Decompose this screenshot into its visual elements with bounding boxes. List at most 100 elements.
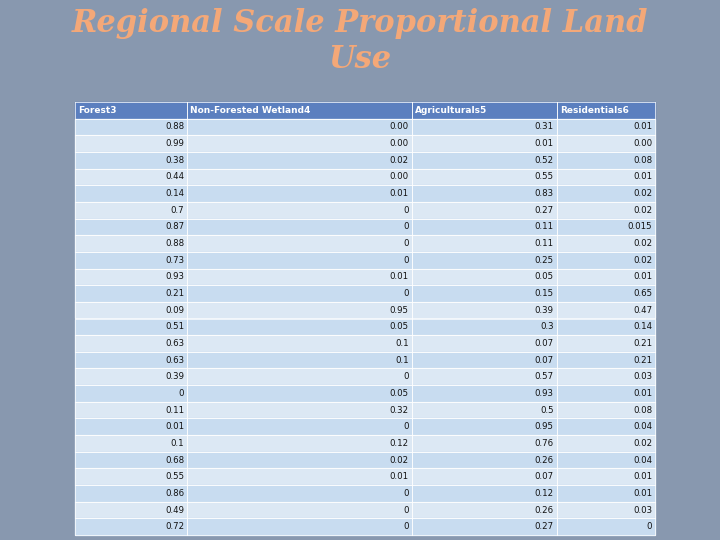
Text: 0.5: 0.5 bbox=[540, 406, 554, 415]
Bar bbox=[557, 368, 655, 385]
Text: 0.01: 0.01 bbox=[633, 123, 652, 131]
Text: 0.04: 0.04 bbox=[633, 456, 652, 464]
Bar bbox=[187, 285, 412, 302]
Bar bbox=[412, 468, 557, 485]
Text: 0.52: 0.52 bbox=[535, 156, 554, 165]
Text: Forest3: Forest3 bbox=[78, 106, 117, 115]
Text: 0.01: 0.01 bbox=[165, 422, 184, 431]
Bar bbox=[75, 452, 187, 468]
Text: 0.55: 0.55 bbox=[165, 472, 184, 481]
Text: 0.83: 0.83 bbox=[535, 189, 554, 198]
Bar bbox=[412, 268, 557, 285]
Text: 0: 0 bbox=[403, 206, 409, 215]
Bar bbox=[412, 418, 557, 435]
Text: 0.14: 0.14 bbox=[633, 322, 652, 332]
Text: Non-Forested Wetland4: Non-Forested Wetland4 bbox=[190, 106, 310, 115]
Bar bbox=[557, 335, 655, 352]
Bar bbox=[412, 235, 557, 252]
Text: 0.05: 0.05 bbox=[535, 272, 554, 281]
Bar bbox=[187, 185, 412, 202]
Text: 0.27: 0.27 bbox=[535, 522, 554, 531]
Text: 0.55: 0.55 bbox=[535, 172, 554, 181]
Bar bbox=[75, 352, 187, 368]
Text: 0.00: 0.00 bbox=[633, 139, 652, 148]
Bar bbox=[412, 319, 557, 335]
Text: 0.01: 0.01 bbox=[633, 272, 652, 281]
Text: 0.02: 0.02 bbox=[633, 239, 652, 248]
Text: 0.7: 0.7 bbox=[171, 206, 184, 215]
Text: 0.08: 0.08 bbox=[633, 406, 652, 415]
Bar bbox=[75, 252, 187, 268]
Bar bbox=[187, 168, 412, 185]
Bar bbox=[187, 435, 412, 452]
Bar bbox=[557, 119, 655, 136]
Text: 0.08: 0.08 bbox=[633, 156, 652, 165]
Bar bbox=[412, 402, 557, 418]
Text: 0.99: 0.99 bbox=[166, 139, 184, 148]
Bar bbox=[187, 518, 412, 535]
Bar bbox=[557, 385, 655, 402]
Text: 0.21: 0.21 bbox=[633, 356, 652, 364]
Bar bbox=[187, 418, 412, 435]
Bar bbox=[412, 252, 557, 268]
Text: 0.01: 0.01 bbox=[535, 139, 554, 148]
Bar bbox=[75, 468, 187, 485]
Bar bbox=[412, 518, 557, 535]
Bar bbox=[412, 102, 557, 119]
Text: 0.11: 0.11 bbox=[535, 239, 554, 248]
Bar bbox=[557, 518, 655, 535]
Text: 0.87: 0.87 bbox=[165, 222, 184, 232]
Text: 0.3: 0.3 bbox=[540, 322, 554, 332]
Bar bbox=[557, 418, 655, 435]
Text: 0.32: 0.32 bbox=[390, 406, 409, 415]
Text: 0.63: 0.63 bbox=[165, 356, 184, 364]
Text: 0.07: 0.07 bbox=[535, 356, 554, 364]
Bar bbox=[75, 102, 187, 119]
Text: 0.01: 0.01 bbox=[633, 489, 652, 498]
Bar bbox=[187, 268, 412, 285]
Text: 0.47: 0.47 bbox=[633, 306, 652, 315]
Bar bbox=[75, 435, 187, 452]
Text: 0.49: 0.49 bbox=[166, 505, 184, 515]
Text: 0.02: 0.02 bbox=[390, 156, 409, 165]
Text: 0.73: 0.73 bbox=[165, 256, 184, 265]
Bar bbox=[412, 435, 557, 452]
Text: 0.07: 0.07 bbox=[535, 339, 554, 348]
Text: 0: 0 bbox=[403, 489, 409, 498]
Bar bbox=[187, 136, 412, 152]
Bar bbox=[557, 219, 655, 235]
Text: 0: 0 bbox=[403, 256, 409, 265]
Text: Regional Scale Proportional Land
Use: Regional Scale Proportional Land Use bbox=[72, 8, 648, 75]
Text: 0.93: 0.93 bbox=[535, 389, 554, 398]
Text: 0: 0 bbox=[403, 372, 409, 381]
Bar bbox=[75, 152, 187, 168]
Text: 0.26: 0.26 bbox=[535, 505, 554, 515]
Bar bbox=[75, 119, 187, 136]
Bar bbox=[557, 302, 655, 319]
Bar bbox=[187, 219, 412, 235]
Text: 0.68: 0.68 bbox=[165, 456, 184, 464]
Bar bbox=[412, 452, 557, 468]
Text: 0.39: 0.39 bbox=[535, 306, 554, 315]
Text: 0.95: 0.95 bbox=[535, 422, 554, 431]
Bar bbox=[187, 252, 412, 268]
Bar bbox=[75, 219, 187, 235]
Text: 0.02: 0.02 bbox=[633, 206, 652, 215]
Bar bbox=[557, 168, 655, 185]
Bar bbox=[557, 152, 655, 168]
Bar bbox=[412, 285, 557, 302]
Text: 0: 0 bbox=[179, 389, 184, 398]
Text: 0.76: 0.76 bbox=[535, 439, 554, 448]
Text: 0.15: 0.15 bbox=[535, 289, 554, 298]
Bar bbox=[557, 435, 655, 452]
Text: 0.88: 0.88 bbox=[165, 239, 184, 248]
Bar bbox=[75, 185, 187, 202]
Bar bbox=[75, 302, 187, 319]
Text: 0.93: 0.93 bbox=[166, 272, 184, 281]
Text: 0.09: 0.09 bbox=[166, 306, 184, 315]
Text: 0.07: 0.07 bbox=[535, 472, 554, 481]
Bar bbox=[412, 219, 557, 235]
Bar bbox=[75, 285, 187, 302]
Bar bbox=[412, 168, 557, 185]
Text: 0.1: 0.1 bbox=[395, 339, 409, 348]
